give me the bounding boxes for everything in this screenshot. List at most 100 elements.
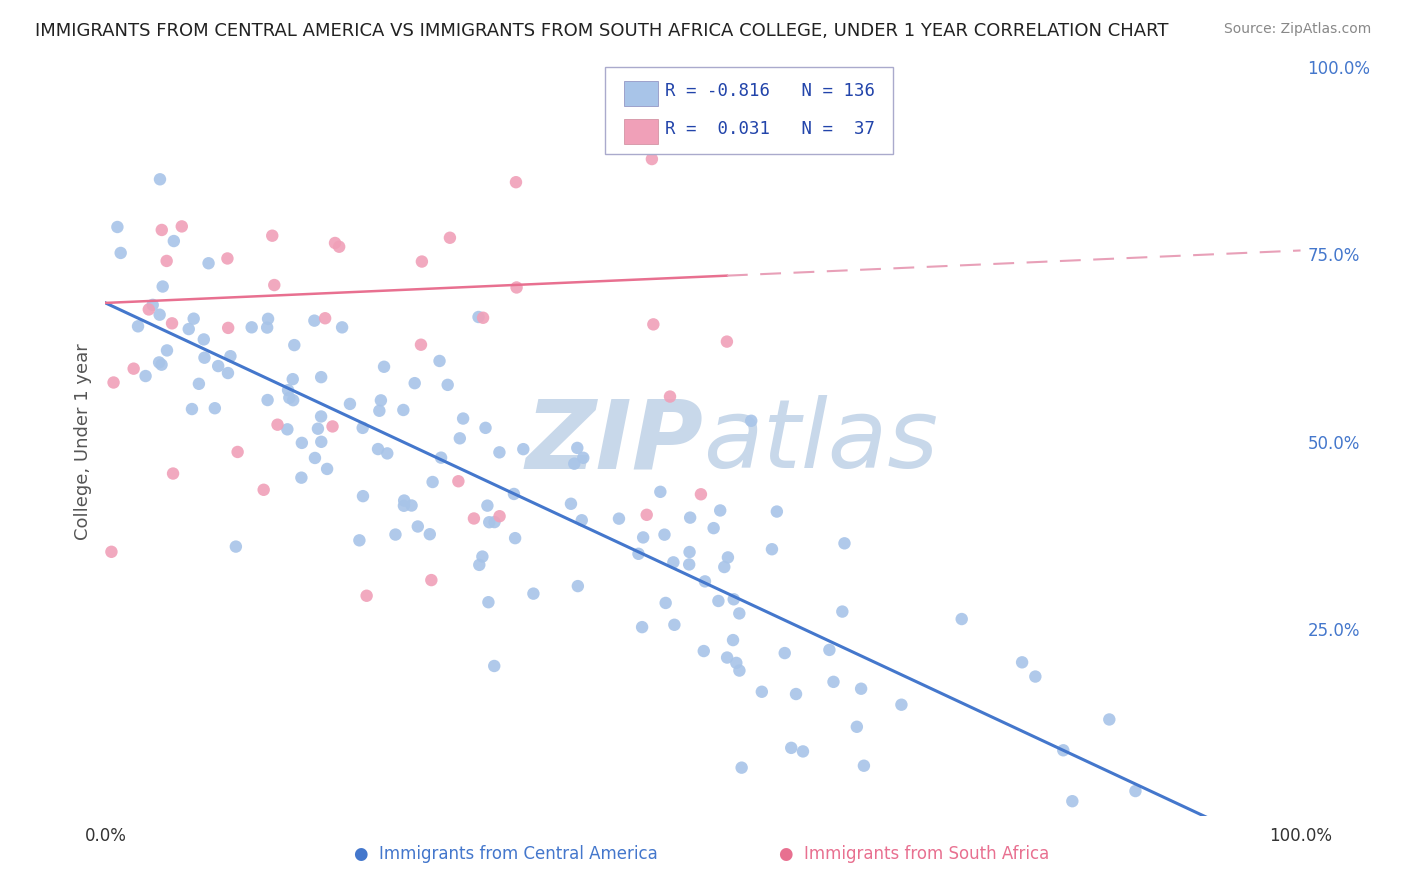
Point: [256, 392, 278, 407]
Point: [352, 421, 374, 435]
Point: [725, 656, 748, 670]
Point: [890, 698, 912, 712]
Point: [950, 612, 973, 626]
Point: [654, 596, 676, 610]
Point: [162, 467, 184, 481]
Point: [349, 533, 371, 548]
Point: [163, 234, 186, 248]
Point: [370, 393, 392, 408]
Point: [567, 441, 589, 455]
Point: [401, 499, 423, 513]
Point: [474, 421, 496, 435]
Point: [323, 235, 346, 250]
Point: [290, 471, 312, 485]
Point: [728, 607, 751, 621]
Point: [439, 231, 461, 245]
Point: [430, 450, 453, 465]
Point: [716, 650, 738, 665]
Point: [103, 376, 125, 390]
Point: [197, 256, 219, 270]
Point: [477, 595, 499, 609]
Point: [478, 515, 501, 529]
Point: [177, 322, 200, 336]
Point: [484, 659, 506, 673]
Point: [488, 509, 510, 524]
Point: [512, 442, 534, 457]
Point: [328, 240, 350, 254]
Point: [447, 475, 470, 489]
Point: [477, 499, 499, 513]
Point: [562, 457, 585, 471]
Point: [262, 228, 284, 243]
Text: IMMIGRANTS FROM CENTRAL AMERICA VS IMMIGRANTS FROM SOUTH AFRICA COLLEGE, UNDER 1: IMMIGRANTS FROM CENTRAL AMERICA VS IMMIG…: [35, 22, 1168, 40]
Point: [792, 744, 814, 758]
Point: [291, 436, 314, 450]
Point: [707, 594, 730, 608]
Point: [1011, 656, 1033, 670]
Point: [505, 280, 527, 294]
Point: [472, 310, 495, 325]
Point: [217, 252, 239, 266]
Point: [728, 664, 751, 678]
Point: [693, 644, 716, 658]
Point: [160, 316, 183, 330]
Point: [322, 419, 344, 434]
Point: [422, 475, 444, 489]
Point: [484, 515, 506, 529]
Point: [392, 493, 415, 508]
Point: [150, 223, 173, 237]
Point: [419, 527, 441, 541]
Point: [278, 391, 301, 405]
Point: [309, 409, 332, 424]
Point: [627, 547, 650, 561]
Point: [849, 681, 872, 696]
Point: [641, 152, 664, 166]
Point: [183, 311, 205, 326]
Point: [662, 555, 685, 569]
Point: [420, 573, 443, 587]
Point: [170, 219, 193, 234]
Point: [283, 338, 305, 352]
Point: [373, 359, 395, 374]
Point: [678, 558, 700, 572]
Point: [309, 370, 332, 384]
Point: [204, 401, 226, 416]
Point: [664, 617, 686, 632]
Point: [572, 450, 595, 465]
Point: [436, 377, 458, 392]
Point: [257, 311, 280, 326]
Y-axis label: College, Under 1 year: College, Under 1 year: [73, 343, 91, 540]
Point: [650, 484, 672, 499]
Point: [409, 337, 432, 351]
Point: [429, 354, 451, 368]
Point: [392, 403, 415, 417]
Point: [107, 219, 129, 234]
Point: [709, 503, 731, 517]
Point: [281, 393, 304, 408]
Point: [314, 311, 336, 326]
Point: [1062, 794, 1084, 808]
Point: [631, 620, 654, 634]
Point: [607, 511, 630, 525]
Point: [352, 489, 374, 503]
Point: [276, 422, 298, 436]
Point: [717, 550, 740, 565]
Point: [467, 310, 489, 324]
Point: [142, 298, 165, 312]
Point: [823, 674, 845, 689]
Point: [631, 530, 654, 544]
Point: [100, 545, 122, 559]
Point: [281, 372, 304, 386]
Text: Source: ZipAtlas.com: Source: ZipAtlas.com: [1223, 22, 1371, 37]
Point: [1125, 784, 1147, 798]
Point: [240, 320, 263, 334]
Point: [567, 579, 589, 593]
Point: [207, 359, 229, 373]
Point: [766, 504, 789, 518]
Point: [263, 278, 285, 293]
Point: [339, 397, 361, 411]
Point: [690, 487, 713, 501]
Point: [831, 605, 853, 619]
Point: [463, 511, 485, 525]
Point: [643, 318, 665, 332]
